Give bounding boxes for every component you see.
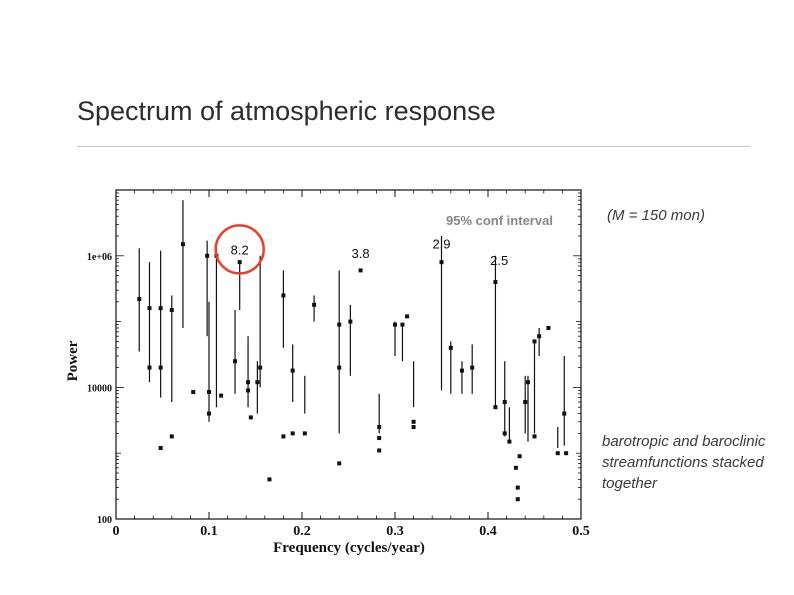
data-point	[502, 431, 507, 436]
data-point	[169, 308, 174, 313]
data-point	[312, 302, 317, 307]
data-point	[290, 431, 295, 436]
y-tick-label: 10000	[87, 383, 112, 394]
data-point	[493, 405, 498, 410]
y-axis-label: Power	[65, 340, 81, 381]
data-point	[219, 393, 224, 398]
data-point	[147, 365, 152, 370]
title-divider	[77, 146, 750, 147]
peak-highlight-circle	[214, 224, 265, 275]
data-point	[502, 399, 507, 404]
data-point	[411, 419, 416, 424]
data-point	[169, 434, 174, 439]
data-point	[459, 368, 464, 373]
data-point	[517, 454, 522, 459]
data-point	[513, 465, 518, 470]
conf-interval-label: 95% conf interval	[446, 213, 553, 228]
data-point	[258, 365, 263, 370]
x-tick-label: 0.2	[293, 524, 311, 539]
data-point	[180, 242, 185, 247]
data-point	[507, 439, 512, 444]
streamfunction-note: barotropic and baroclinic streamfunction…	[602, 433, 766, 492]
data-point	[537, 334, 542, 339]
data-point	[377, 436, 382, 441]
data-point	[546, 325, 551, 330]
data-point	[137, 297, 142, 302]
x-tick-label: 0.3	[386, 524, 404, 539]
x-tick-label: 0.5	[572, 524, 590, 539]
data-point	[448, 345, 453, 350]
data-point	[377, 425, 382, 430]
x-tick-label: 0.1	[200, 524, 218, 539]
data-point	[237, 260, 242, 265]
peak-label: 3.8	[352, 246, 370, 261]
data-point	[207, 390, 211, 395]
data-point	[525, 380, 530, 385]
data-point	[562, 411, 567, 416]
data-point	[248, 415, 253, 420]
y-tick-label: 100	[97, 515, 112, 526]
data-point	[337, 365, 342, 370]
data-point	[564, 451, 569, 456]
data-point	[302, 431, 307, 436]
peak-label: 2.9	[432, 236, 450, 251]
data-point	[205, 253, 210, 258]
data-point	[281, 434, 286, 439]
data-point	[233, 359, 238, 364]
data-point	[439, 260, 444, 265]
data-point	[246, 380, 251, 385]
x-tick-label: 0	[113, 524, 120, 539]
x-axis-label: Frequency (cycles/year)	[273, 540, 425, 556]
data-point	[377, 448, 382, 453]
slide-title: Spectrum of atmospheric response	[77, 96, 496, 126]
data-point	[158, 445, 163, 450]
data-point	[405, 314, 410, 319]
data-point	[470, 365, 475, 370]
peak-label: 2.5	[490, 253, 508, 268]
data-point	[532, 434, 537, 439]
data-point	[158, 306, 163, 311]
data-point	[515, 485, 520, 490]
data-point	[281, 293, 286, 298]
plot-frame	[115, 189, 582, 520]
data-point	[337, 461, 342, 466]
data-point	[493, 279, 498, 284]
chart-marks: 0 0.1 0.2 0.3 0.4 0.5 100 10000 1e+06 8.2 3.8 2.9 2.…	[87, 189, 590, 539]
data-point	[267, 477, 272, 482]
window-length-note: (M = 150 mon)	[607, 207, 705, 224]
data-point	[255, 380, 260, 385]
data-point	[532, 339, 537, 344]
data-point	[515, 497, 520, 502]
data-point	[191, 390, 196, 395]
data-point	[555, 451, 560, 456]
data-point	[290, 368, 295, 373]
data-point	[358, 268, 363, 273]
data-point	[207, 411, 211, 416]
data-point	[348, 319, 353, 324]
data-point	[523, 399, 528, 404]
data-point	[246, 388, 251, 393]
data-point	[400, 322, 405, 327]
data-point	[393, 322, 397, 327]
data-point	[158, 365, 163, 370]
data-point	[411, 425, 416, 430]
peak-label: 8.2	[231, 242, 249, 257]
data-point	[147, 306, 152, 311]
y-tick-label: 1e+06	[87, 252, 112, 263]
x-tick-label: 0.4	[479, 524, 497, 539]
data-point	[337, 322, 342, 327]
